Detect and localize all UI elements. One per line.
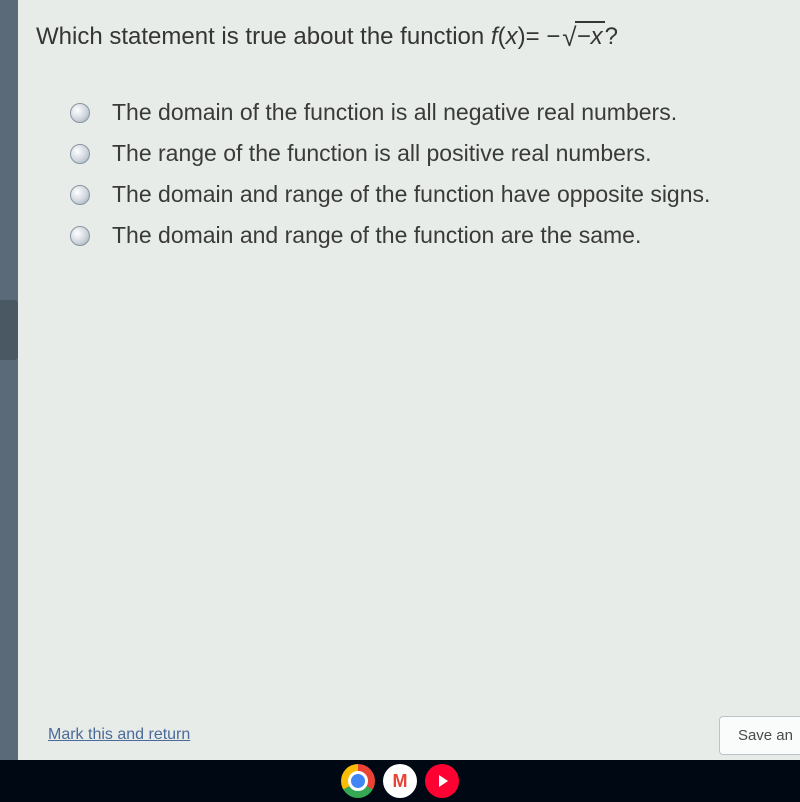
radio-icon[interactable] — [70, 103, 90, 123]
radio-icon[interactable] — [70, 185, 90, 205]
choice-label: The domain of the function is all negati… — [112, 99, 677, 126]
quiz-footer: Mark this and return Save an — [18, 710, 800, 760]
question-suffix: ? — [605, 23, 618, 50]
panel-tab[interactable] — [0, 300, 18, 360]
choice-label: The domain and range of the function are… — [112, 222, 641, 249]
question-text: Which statement is true about the functi… — [36, 18, 782, 53]
sqrt-expression: √−x — [560, 18, 604, 53]
choice-label: The range of the function is all positiv… — [112, 140, 652, 167]
sqrt-icon: √ — [562, 22, 576, 52]
mark-return-link[interactable]: Mark this and return — [48, 726, 190, 744]
window-edge — [0, 0, 18, 802]
question-func-f: f — [491, 23, 498, 50]
radio-icon[interactable] — [70, 226, 90, 246]
question-prefix: Which statement is true about the functi… — [36, 23, 491, 50]
question-equals: )= − — [518, 23, 561, 50]
gmail-icon[interactable]: M — [383, 764, 417, 798]
save-button[interactable]: Save an — [719, 716, 800, 755]
chrome-icon[interactable] — [341, 764, 375, 798]
answer-choices: The domain of the function is all negati… — [70, 99, 782, 249]
quiz-panel: Which statement is true about the functi… — [18, 0, 800, 760]
sqrt-argument: −x — [575, 21, 605, 50]
radio-icon[interactable] — [70, 144, 90, 164]
question-func-x: x — [506, 23, 518, 50]
choice-row[interactable]: The range of the function is all positiv… — [70, 140, 782, 167]
youtube-music-icon[interactable] — [425, 764, 459, 798]
choice-row[interactable]: The domain and range of the function hav… — [70, 181, 782, 208]
choice-row[interactable]: The domain and range of the function are… — [70, 222, 782, 249]
taskbar: M — [0, 760, 800, 802]
choice-row[interactable]: The domain of the function is all negati… — [70, 99, 782, 126]
choice-label: The domain and range of the function hav… — [112, 181, 710, 208]
